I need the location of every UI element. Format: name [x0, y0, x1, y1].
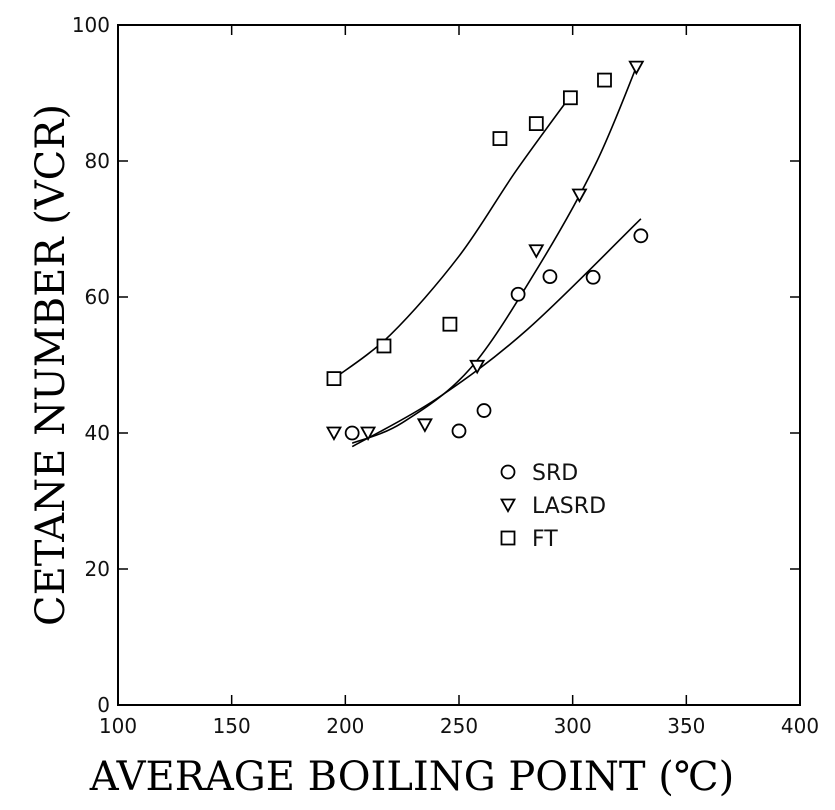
legend-label-srd: SRD	[532, 461, 578, 486]
srd-point	[542, 269, 558, 285]
srd-point	[451, 423, 467, 439]
y-tick-label: 40	[85, 421, 110, 445]
axis-ticks	[117, 24, 801, 706]
legend-label-ft: FT	[532, 527, 558, 552]
lasrd-point	[416, 418, 433, 433]
ft-fit-curve	[333, 92, 574, 380]
ft-point	[492, 131, 508, 146]
x-tick-label: 350	[667, 714, 705, 738]
srd-fit-curve	[351, 218, 642, 448]
ft-point	[597, 72, 612, 88]
lasrd-point	[325, 426, 342, 442]
y-tick-label: 80	[85, 149, 110, 173]
lasrd-point	[571, 188, 588, 204]
x-tick-label: 400	[781, 714, 819, 738]
x-tick-label: 200	[326, 714, 364, 738]
y-tick-label: 0	[97, 693, 110, 717]
y-axis-title: CETANE NUMBER (VCR)	[28, 104, 74, 626]
x-tick-label: 250	[440, 714, 478, 738]
lasrd-point	[528, 244, 545, 259]
y-tick-label: 100	[72, 13, 110, 37]
legend-marker-srd	[500, 464, 516, 480]
legend-marker-ft	[500, 530, 516, 546]
ft-point	[562, 90, 578, 106]
data-markers	[325, 60, 649, 442]
srd-point	[633, 228, 649, 244]
legend-marker-lasrd	[499, 498, 517, 514]
plot-frame	[117, 24, 801, 706]
lasrd-point	[628, 60, 645, 76]
lasrd-fit-curve	[351, 66, 638, 444]
x-tick-label: 100	[99, 714, 137, 738]
y-tick-label: 60	[85, 285, 110, 309]
x-tick-labels: 100 150 200 250 300 350 400	[99, 714, 819, 738]
legend-label-lasrd: LASRD	[532, 494, 606, 519]
x-tick-label: 150	[213, 714, 251, 738]
srd-point	[510, 286, 526, 302]
srd-point	[344, 425, 360, 441]
ft-point	[376, 338, 392, 354]
lasrd-point	[360, 426, 377, 442]
fit-curves	[333, 66, 642, 448]
x-tick-label: 300	[554, 714, 592, 738]
legend: SRD LASRD FT	[499, 461, 606, 552]
y-tick-label: 20	[85, 557, 110, 581]
ft-point	[442, 316, 458, 332]
y-tick-labels: 0 20 40 60 80 100	[72, 13, 110, 717]
lasrd-point	[469, 359, 486, 375]
ft-point	[326, 371, 342, 387]
ft-point	[528, 116, 544, 131]
x-axis-title: AVERAGE BOILING POINT (℃)	[89, 754, 734, 800]
srd-point	[476, 403, 492, 418]
srd-point	[585, 269, 601, 285]
